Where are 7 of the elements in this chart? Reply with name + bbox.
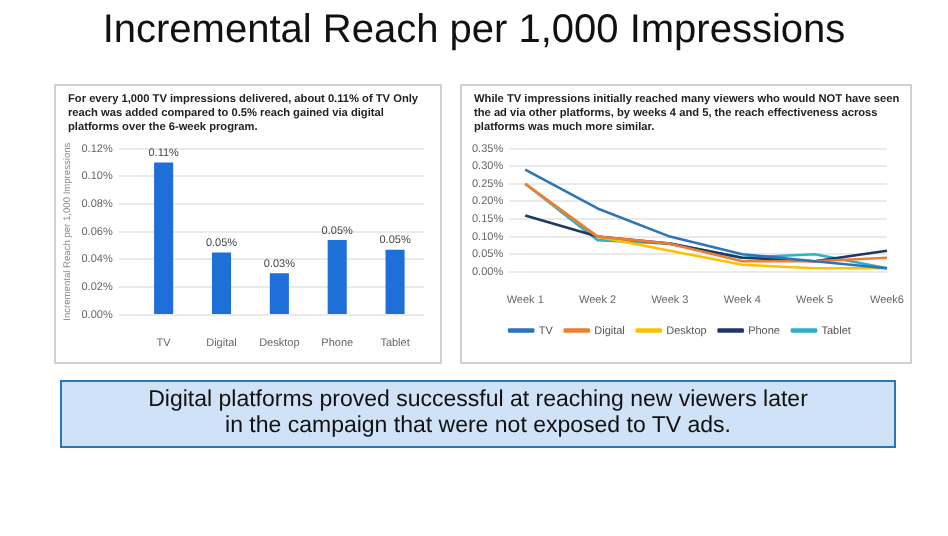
bar [327,240,347,315]
bar [385,249,405,315]
bar [154,162,174,315]
bar [211,252,232,315]
bar [269,273,289,315]
chart-title: Incremental Reach per 1,000 Impressions [100,8,848,54]
text: Digital platforms proved successful at reaching new viewers later in the campaign that were not exposed to TV ads. [60,380,896,448]
